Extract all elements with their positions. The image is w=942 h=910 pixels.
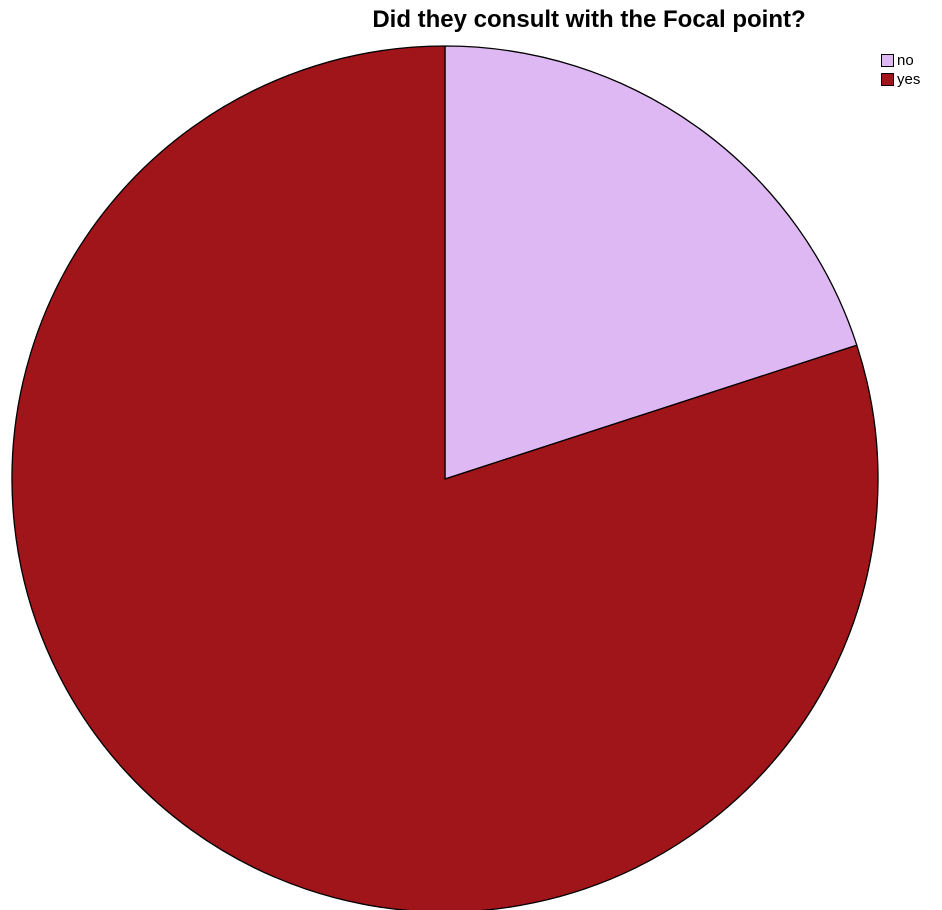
legend-label-no: no	[897, 52, 914, 69]
legend-item-no: no	[881, 51, 920, 70]
legend-item-yes: yes	[881, 70, 920, 89]
pie-slices	[11, 45, 879, 910]
pie-slice-no	[444, 45, 858, 480]
legend-swatch-no	[881, 54, 894, 67]
chart-title: Did they consult with the Focal point?	[372, 6, 806, 33]
legend: no yes	[881, 51, 920, 89]
legend-swatch-yes	[881, 73, 894, 86]
legend-label-yes: yes	[897, 71, 921, 88]
pie-slice-yes	[11, 45, 879, 910]
